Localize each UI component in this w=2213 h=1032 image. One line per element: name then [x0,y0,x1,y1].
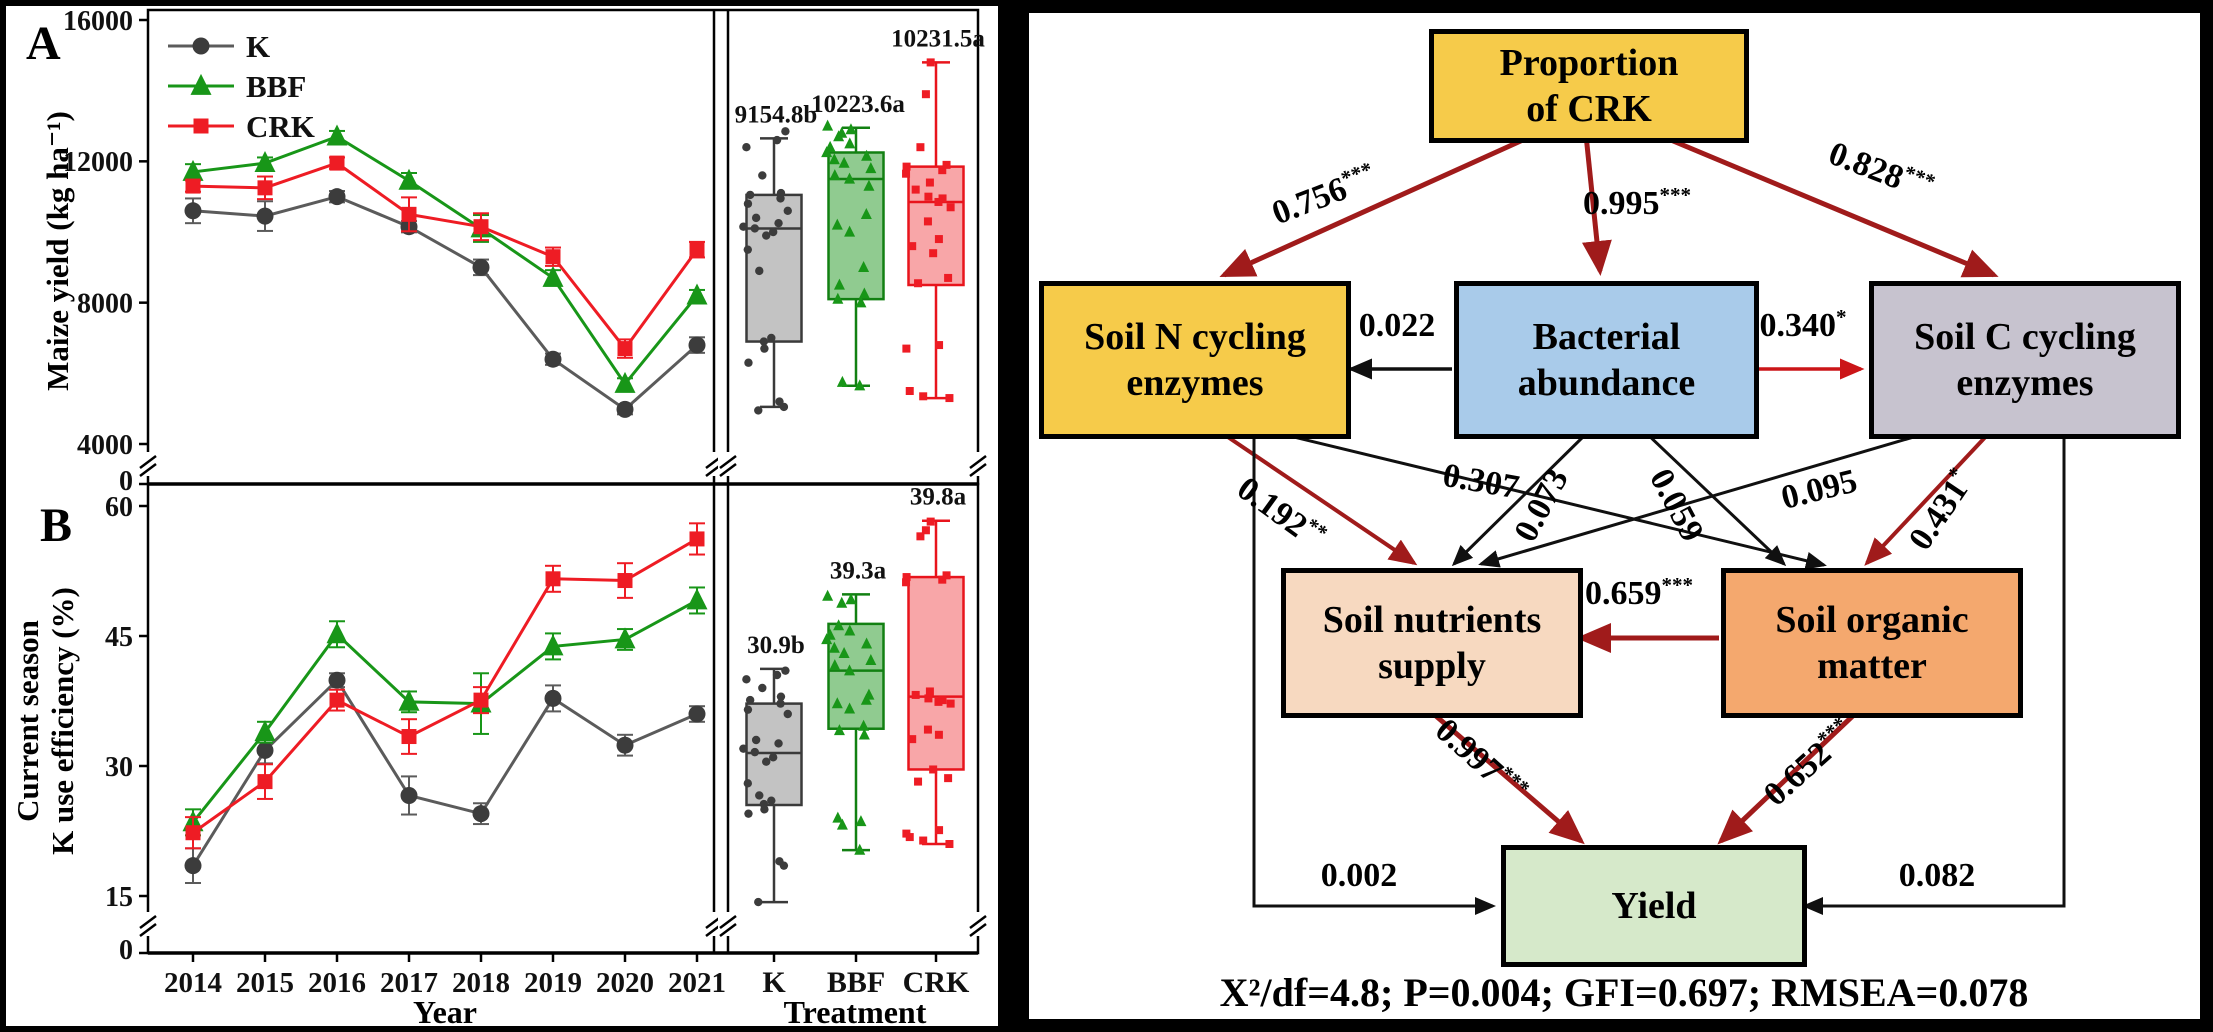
svg-text:CRK: CRK [903,966,970,999]
sem-box-soil-nutrients-supply: Soil nutrients supply [1281,568,1583,718]
svg-text:0: 0 [119,466,133,497]
arrow-bacterial-to-nutrients [1451,429,1591,567]
arrow-crk-to-n-enzymes [1219,132,1536,278]
svg-text:2016: 2016 [308,967,366,999]
arrow-som-to-yield [1717,708,1861,845]
svg-text:2015: 2015 [236,967,294,999]
path-coefficient: 0.002 [1320,857,1398,895]
sem-box-proportion-of-crk: Proportion of CRK [1429,29,1749,143]
svg-text:9154.8b: 9154.8b [735,101,818,128]
svg-text:30: 30 [105,752,133,783]
svg-text:2019: 2019 [524,967,582,999]
arrow-n-enzymes-to-som [1268,429,1827,570]
svg-text:2021: 2021 [668,967,726,999]
svg-text:39.8a: 39.8a [910,484,967,511]
sem-box-soil-n-cycling-enzymes: Soil N cycling enzymes [1039,281,1351,439]
panel-a-y-axis-label: Maize yield (kg ha⁻¹) [40,111,75,391]
arrow-nutrients-to-yield [1427,708,1585,845]
svg-text:BBF: BBF [246,69,306,104]
svg-text:16000: 16000 [63,6,133,37]
sem-diagram: Proportion of CRK Soil N cycling enzymes… [1022,6,2207,1026]
sem-arrows [1217,130,2066,915]
arrow-n-enzymes-to-yield [1252,431,1496,915]
path-coefficient: 0.659*** [1584,572,1694,613]
svg-text:15: 15 [105,882,133,913]
svg-text:12000: 12000 [63,147,133,178]
svg-text:2017: 2017 [380,967,438,999]
yield-efficiency-charts: 16000 12000 8000 4000 0 9154.8b 10223.6a 10231.… [6,6,998,1030]
svg-text:0: 0 [119,935,133,966]
sem-box-soil-organic-matter: Soil organic matter [1721,568,2023,718]
svg-text:CRK: CRK [246,109,315,144]
svg-text:K: K [762,966,786,999]
arrow-crk-to-c-enzymes [1653,130,1999,278]
panel-a-letter: A [26,17,61,70]
model-fit-statistics: X²/df=4.8; P=0.004; GFI=0.697; RMSEA=0.0… [1219,970,2029,1015]
path-coefficient: 0.340* [1759,304,1847,345]
svg-text:8000: 8000 [77,288,133,319]
svg-text:60: 60 [105,492,133,523]
sem-box-soil-c-cycling-enzymes: Soil C cycling enzymes [1869,281,2181,439]
box-panel-x-axis-label: Treatment [783,994,927,1030]
svg-text:K: K [246,29,270,64]
svg-text:BBF: BBF [827,966,885,999]
svg-text:2018: 2018 [452,967,510,999]
arrow-n-enzymes-to-nutrients [1217,429,1418,566]
svg-text:10231.5a: 10231.5a [891,25,985,52]
svg-text:10223.6a: 10223.6a [811,91,905,118]
svg-text:39.3a: 39.3a [830,557,887,584]
path-coefficient: 0.022 [1358,307,1436,345]
arrow-c-enzymes-to-yield [1802,431,2066,915]
path-coefficient: 0.082 [1898,857,1976,895]
panel-b-y-axis-label: Current season K use efficiency (%) [10,587,80,855]
path-coefficient: 0.995*** [1582,182,1692,223]
arrow-bacterial-to-som [1642,429,1787,567]
arrow-crk-to-bacterial [1582,134,1612,276]
svg-text:4000: 4000 [77,430,133,461]
panel-b-letter: B [40,499,73,552]
svg-text:2014: 2014 [164,967,222,999]
svg-text:30.9b: 30.9b [747,632,805,659]
sem-box-yield: Yield [1501,845,1807,967]
sem-box-bacterial-abundance: Bacterial abundance [1454,281,1759,439]
series-CRK [185,522,705,850]
arrow-c-enzymes-to-nutrients [1478,429,1935,568]
svg-text:2020: 2020 [596,967,654,999]
svg-text:45: 45 [105,622,133,653]
arrow-c-enzymes-to-som [1864,429,1993,566]
panel-b-x-axis-label: Year [413,994,477,1030]
